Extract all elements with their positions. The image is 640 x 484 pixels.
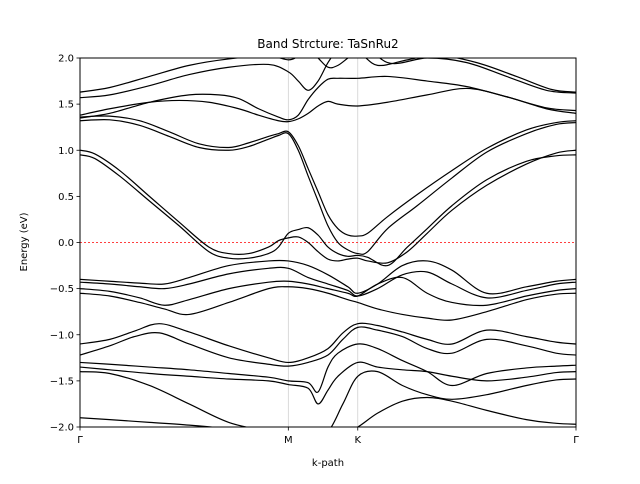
band-line [80,276,576,307]
y-tick-label: 1.0 [58,146,74,157]
bands [80,58,576,427]
y-tick-label: −2.0 [50,423,74,434]
y-tick-label: 1.5 [58,100,74,111]
band-line [80,149,576,264]
y-tick-label: −0.5 [50,284,74,295]
y-axis-title: Energy (eV) [19,212,30,271]
x-tick-label: Γ [573,435,579,446]
high-symmetry-lines [287,58,359,427]
band-line [80,361,576,405]
y-tick-label: −1.0 [50,330,74,341]
y-tick-label: 2.0 [58,54,74,65]
band-line [80,87,576,123]
band-line [80,75,576,121]
band-line [80,286,576,321]
band-line [80,266,576,299]
band-line [80,154,576,267]
band-line [80,322,576,364]
band-line [80,343,576,393]
band-line [80,58,576,93]
band-line [80,115,576,237]
band-line [80,370,576,427]
y-tick-label: −1.5 [50,376,74,387]
x-axis-title: k-path [312,458,344,469]
band-line [80,58,576,99]
x-tick-label: M [284,435,293,446]
y-tick-label: 0.0 [58,238,74,249]
band-line [80,119,576,255]
band-line [80,259,576,295]
band-line [80,396,576,427]
x-tick-label: K [354,435,361,446]
chart-title: Band Strcture: TaSnRu2 [257,37,398,51]
y-tick-label: 0.5 [58,192,74,203]
band-line [80,326,576,367]
y-axis: −2.0 −1.5 −1.0 −0.5 0.0 0.5 1.0 1.5 2.0 [50,54,80,434]
x-tick-label: Γ [77,435,83,446]
